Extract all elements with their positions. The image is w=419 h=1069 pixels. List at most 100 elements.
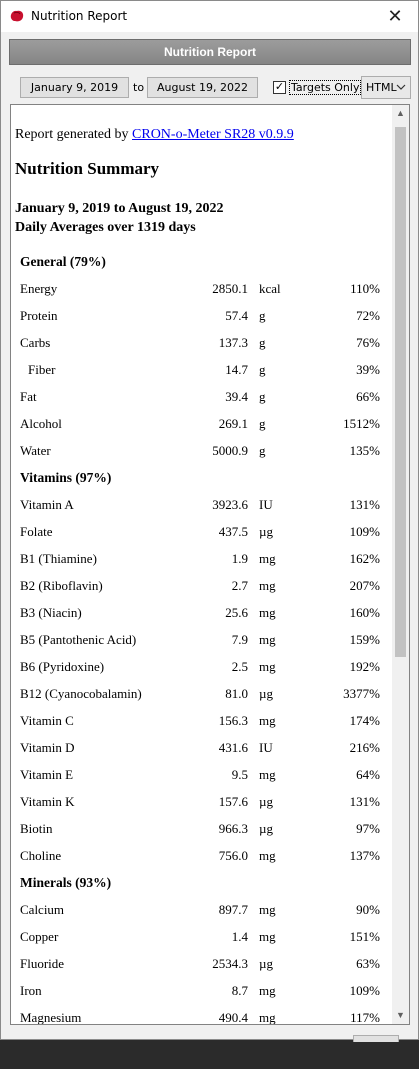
table-row: Fat 39.4 g 66% xyxy=(15,384,391,411)
generated-by-line: Report generated by CRON-o-Meter SR28 v0… xyxy=(15,127,294,143)
nutrient-name: Protein xyxy=(20,308,58,323)
scroll-thumb[interactable] xyxy=(395,127,406,657)
format-select-value: HTML xyxy=(366,81,397,94)
nutrient-value: 3923.6 xyxy=(212,497,248,512)
table-row: Folate 437.5 µg 109% xyxy=(15,519,391,546)
nutrient-unit: g xyxy=(259,416,266,431)
table-row: B12 (Cyanocobalamin) 81.0 µg 3377% xyxy=(15,681,391,708)
nutrient-value: 25.6 xyxy=(225,605,248,620)
scroll-down-icon[interactable]: ▼ xyxy=(396,1010,405,1020)
nutrient-name: Iron xyxy=(20,983,42,998)
title-bar: Nutrition Report ✕ xyxy=(1,1,418,32)
table-row: Fluoride 2534.3 µg 63% xyxy=(15,951,391,978)
nutrient-unit: g xyxy=(259,362,266,377)
bottom-button[interactable] xyxy=(353,1035,399,1042)
vertical-scrollbar[interactable]: ▲ ▼ xyxy=(392,105,409,1024)
table-row: Calcium 897.7 mg 90% xyxy=(15,897,391,924)
nutrient-name: Alcohol xyxy=(20,416,62,431)
table-row: Protein 57.4 g 72% xyxy=(15,303,391,330)
nutrient-percent: 1512% xyxy=(343,416,380,431)
nutrient-percent: 90% xyxy=(356,902,380,917)
nutrient-percent: 72% xyxy=(356,308,380,323)
nutrient-percent: 3377% xyxy=(343,686,380,701)
nutrient-percent: 109% xyxy=(349,524,380,539)
nutrient-name: Vitamin E xyxy=(20,767,74,782)
nutrient-unit: g xyxy=(259,443,266,458)
nutrient-percent: 109% xyxy=(349,983,380,998)
section-header: General (79%) xyxy=(15,249,391,276)
table-row: Vitamin D 431.6 IU 216% xyxy=(15,735,391,762)
format-select[interactable]: HTML xyxy=(361,76,411,99)
nutrient-percent: 151% xyxy=(349,929,380,944)
targets-only-checkbox[interactable]: ✓ xyxy=(273,81,286,94)
nutrient-value: 39.4 xyxy=(225,389,248,404)
generator-link[interactable]: CRON-o-Meter SR28 v0.9.9 xyxy=(132,127,294,142)
table-row: Biotin 966.3 µg 97% xyxy=(15,816,391,843)
nutrient-percent: 39% xyxy=(356,362,380,377)
nutrient-value: 8.7 xyxy=(231,983,248,998)
nutrient-unit: mg xyxy=(259,713,276,728)
nutrient-percent: 207% xyxy=(349,578,380,593)
nutrient-unit: µg xyxy=(259,794,273,809)
nutrient-unit: mg xyxy=(259,605,276,620)
nutrient-name: Water xyxy=(20,443,51,458)
generated-prefix: Report generated by xyxy=(15,127,133,142)
nutrient-value: 2.7 xyxy=(231,578,248,593)
table-row: Carbs 137.3 g 76% xyxy=(15,330,391,357)
nutrient-name: B12 (Cyanocobalamin) xyxy=(20,686,142,701)
nutrient-name: B2 (Riboflavin) xyxy=(20,578,103,593)
nutrient-percent: 159% xyxy=(349,632,380,647)
nutrient-table: General (79%) Energy 2850.1 kcal 110% Protein… xyxy=(15,249,391,1025)
table-row: Vitamin C 156.3 mg 174% xyxy=(15,708,391,735)
nutrient-name: Fluoride xyxy=(20,956,65,971)
nutrient-name: Carbs xyxy=(20,335,51,350)
nutrient-name: Biotin xyxy=(20,821,53,836)
nutrient-percent: 66% xyxy=(356,389,380,404)
table-row: Vitamin E 9.5 mg 64% xyxy=(15,762,391,789)
toolbar: January 9, 2019 to August 19, 2022 ✓ Tar… xyxy=(9,71,411,105)
nutrient-percent: 135% xyxy=(349,443,380,458)
nutrition-report-window: Nutrition Report ✕ Nutrition Report Janu… xyxy=(0,0,419,1042)
nutrient-unit: mg xyxy=(259,767,276,782)
report-view[interactable]: Report generated by CRON-o-Meter SR28 v0… xyxy=(10,104,410,1025)
nutrient-percent: 117% xyxy=(350,1010,380,1025)
table-row: B5 (Pantothenic Acid) 7.9 mg 159% xyxy=(15,627,391,654)
window-title: Nutrition Report xyxy=(31,9,128,23)
nutrient-percent: 192% xyxy=(349,659,380,674)
nutrient-value: 437.5 xyxy=(218,524,248,539)
table-row: Vitamin K 157.6 µg 131% xyxy=(15,789,391,816)
table-row: Magnesium 490.4 mg 117% xyxy=(15,1005,391,1025)
nutrient-value: 137.3 xyxy=(218,335,248,350)
end-date-button[interactable]: August 19, 2022 xyxy=(147,77,258,98)
nutrient-value: 7.9 xyxy=(231,632,248,647)
scroll-up-icon[interactable]: ▲ xyxy=(396,108,405,118)
nutrient-unit: µg xyxy=(259,524,273,539)
daily-averages-label: Daily Averages over 1319 days xyxy=(15,220,196,235)
nutrient-value: 57.4 xyxy=(225,308,248,323)
nutrient-percent: 63% xyxy=(356,956,380,971)
start-date-button[interactable]: January 9, 2019 xyxy=(20,77,129,98)
nutrient-unit: mg xyxy=(259,983,276,998)
nutrient-value: 269.1 xyxy=(218,416,248,431)
table-row: Energy 2850.1 kcal 110% xyxy=(15,276,391,303)
nutrient-value: 2850.1 xyxy=(212,281,248,296)
table-row: B6 (Pyridoxine) 2.5 mg 192% xyxy=(15,654,391,681)
report-header: Nutrition Report xyxy=(9,39,411,65)
close-icon[interactable]: ✕ xyxy=(387,6,403,26)
nutrient-unit: kcal xyxy=(259,281,281,296)
nutrient-value: 2.5 xyxy=(231,659,248,674)
section-title: Minerals (93%) xyxy=(20,875,112,890)
table-row: B2 (Riboflavin) 2.7 mg 207% xyxy=(15,573,391,600)
targets-only-label[interactable]: Targets Only xyxy=(289,80,362,95)
nutrient-name: Folate xyxy=(20,524,53,539)
nutrient-percent: 97% xyxy=(356,821,380,836)
nutrient-value: 431.6 xyxy=(218,740,248,755)
to-label: to xyxy=(133,81,145,94)
nutrient-unit: µg xyxy=(259,821,273,836)
nutrient-value: 14.7 xyxy=(225,362,248,377)
nutrient-unit: g xyxy=(259,335,266,350)
nutrient-unit: mg xyxy=(259,578,276,593)
nutrient-name: Copper xyxy=(20,929,59,944)
nutrient-name: B6 (Pyridoxine) xyxy=(20,659,105,674)
nutrient-unit: IU xyxy=(259,497,273,512)
